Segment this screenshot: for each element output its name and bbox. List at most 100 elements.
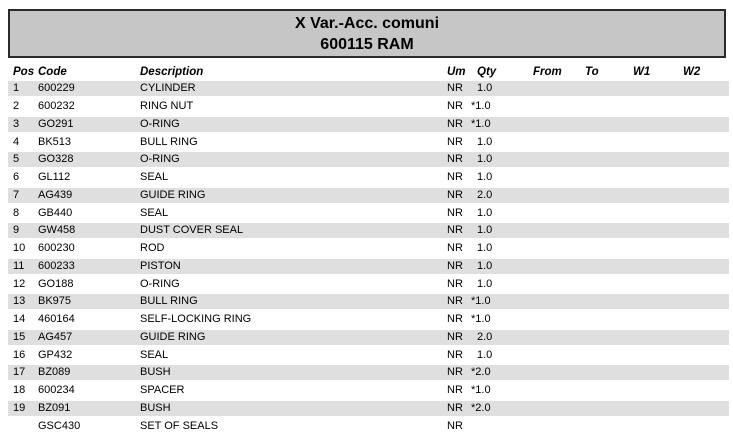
um-cell: NR: [447, 171, 463, 184]
qty-cell: *1.0: [471, 117, 491, 130]
code-cell: GB440: [38, 206, 73, 219]
pos-cell: 9: [13, 224, 20, 237]
pos-cell: 16: [13, 348, 26, 361]
description-cell: SEAL: [140, 206, 169, 219]
description-cell: GUIDE RING: [140, 188, 206, 201]
description-cell: SET OF SEALS: [140, 419, 219, 432]
qty-cell: 1.0: [477, 135, 493, 148]
um-cell: NR: [447, 117, 463, 130]
code-cell: GO291: [38, 117, 74, 130]
pos-cell: 17: [13, 366, 26, 379]
um-cell: NR: [447, 100, 463, 113]
qty-cell: 1.0: [477, 348, 493, 361]
code-cell: BK513: [38, 135, 72, 148]
table-row: 4 BK513 BULL RING NR 1.0: [8, 133, 729, 151]
pos-cell: 14: [13, 313, 26, 326]
description-cell: RING NUT: [140, 100, 194, 113]
table-row: 5 GO328 O-RING NR 1.0: [8, 151, 729, 169]
qty-cell: *1.0: [471, 100, 491, 113]
code-cell: 600230: [38, 242, 75, 255]
description-cell: DUST COVER SEAL: [140, 224, 244, 237]
table-row: GSC430 SET OF SEALS NR: [8, 417, 729, 435]
description-cell: SEAL: [140, 348, 169, 361]
um-cell: NR: [447, 82, 463, 95]
qty-cell: 2.0: [477, 330, 493, 343]
column-header-um: Um: [447, 66, 466, 78]
column-header-to: To: [585, 66, 599, 78]
code-cell: 600234: [38, 384, 75, 397]
column-header-qty: Qty: [477, 66, 497, 78]
description-cell: SELF-LOCKING RING: [140, 313, 252, 326]
um-cell: NR: [447, 313, 463, 326]
title-line-1: X Var.-Acc. comuni: [294, 14, 440, 32]
table-row: 13 BK975 BULL RING NR *1.0: [8, 293, 729, 311]
qty-cell: 1.0: [477, 224, 493, 237]
column-header-w2: W2: [683, 66, 701, 78]
um-cell: NR: [447, 259, 463, 272]
description-cell: GUIDE RING: [140, 330, 206, 343]
description-cell: ROD: [140, 242, 165, 255]
table-row: 1 600229 CYLINDER NR 1.0: [8, 80, 729, 98]
column-header-code: Code: [38, 66, 67, 78]
code-cell: GW458: [38, 224, 76, 237]
code-cell: GSC430: [38, 419, 81, 432]
pos-cell: 10: [13, 242, 26, 255]
description-cell: BULL RING: [140, 295, 198, 308]
table-row: 18 600234 SPACER NR *1.0: [8, 382, 729, 400]
pos-cell: 18: [13, 384, 26, 397]
code-cell: 460164: [38, 313, 75, 326]
pos-cell: 6: [13, 171, 20, 184]
um-cell: NR: [447, 206, 463, 219]
pos-cell: 11: [13, 259, 25, 272]
code-cell: GO188: [38, 277, 74, 290]
qty-cell: *1.0: [471, 384, 491, 397]
table-row: 10 600230 ROD NR 1.0: [8, 240, 729, 258]
qty-cell: 1.0: [477, 206, 493, 219]
pos-cell: 19: [13, 401, 26, 414]
qty-cell: 1.0: [477, 277, 493, 290]
qty-cell: 1.0: [477, 171, 493, 184]
um-cell: NR: [447, 242, 463, 255]
description-cell: BUSH: [140, 401, 171, 414]
title-line-2: 600115 RAM: [320, 35, 414, 53]
column-header-from: From: [533, 66, 562, 78]
table-row: 19 BZ091 BUSH NR *2.0: [8, 399, 729, 418]
um-cell: NR: [447, 277, 463, 290]
description-cell: BUSH: [140, 366, 171, 379]
table-row: 14 460164 SELF-LOCKING RING NR *1.0: [8, 311, 729, 329]
pos-cell: 4: [13, 135, 20, 148]
table-row: 9 GW458 DUST COVER SEAL NR 1.0: [8, 222, 729, 240]
code-cell: GP432: [38, 348, 73, 361]
description-cell: O-RING: [140, 117, 180, 130]
table-row: 15 AG457 GUIDE RING NR 2.0: [8, 328, 729, 347]
table-header: Pos Code Description Um Qty From To W1 W…: [8, 58, 729, 80]
pos-cell: 7: [13, 188, 20, 201]
table-row: 17 BZ089 BUSH NR *2.0: [8, 364, 729, 382]
code-cell: BK975: [38, 295, 72, 308]
column-header-description: Description: [140, 66, 204, 78]
qty-cell: 1.0: [477, 259, 493, 272]
table-row: 7 AG439 GUIDE RING NR 2.0: [8, 186, 729, 205]
um-cell: NR: [447, 366, 463, 379]
code-cell: 600232: [38, 100, 75, 113]
pos-cell: 3: [13, 117, 20, 130]
description-cell: PISTON: [140, 259, 181, 272]
table-row: 2 600232 RING NUT NR *1.0: [8, 98, 729, 116]
table-row: 16 GP432 SEAL NR 1.0: [8, 346, 729, 364]
table-row: 8 GB440 SEAL NR 1.0: [8, 204, 729, 222]
table-row: 3 GO291 O-RING NR *1.0: [8, 115, 729, 134]
description-cell: O-RING: [140, 153, 180, 166]
code-cell: AG457: [38, 330, 73, 343]
um-cell: NR: [447, 419, 463, 432]
title-box: X Var.-Acc. comuni 600115 RAM: [8, 9, 726, 58]
description-cell: SPACER: [140, 384, 185, 397]
um-cell: NR: [447, 224, 463, 237]
code-cell: BZ089: [38, 366, 71, 379]
pos-cell: 8: [13, 206, 20, 219]
code-cell: 600233: [38, 259, 75, 272]
column-header-pos: Pos: [13, 66, 35, 78]
um-cell: NR: [447, 153, 463, 166]
pos-cell: 2: [13, 100, 20, 113]
code-cell: BZ091: [38, 401, 71, 414]
pos-cell: 15: [13, 330, 26, 343]
